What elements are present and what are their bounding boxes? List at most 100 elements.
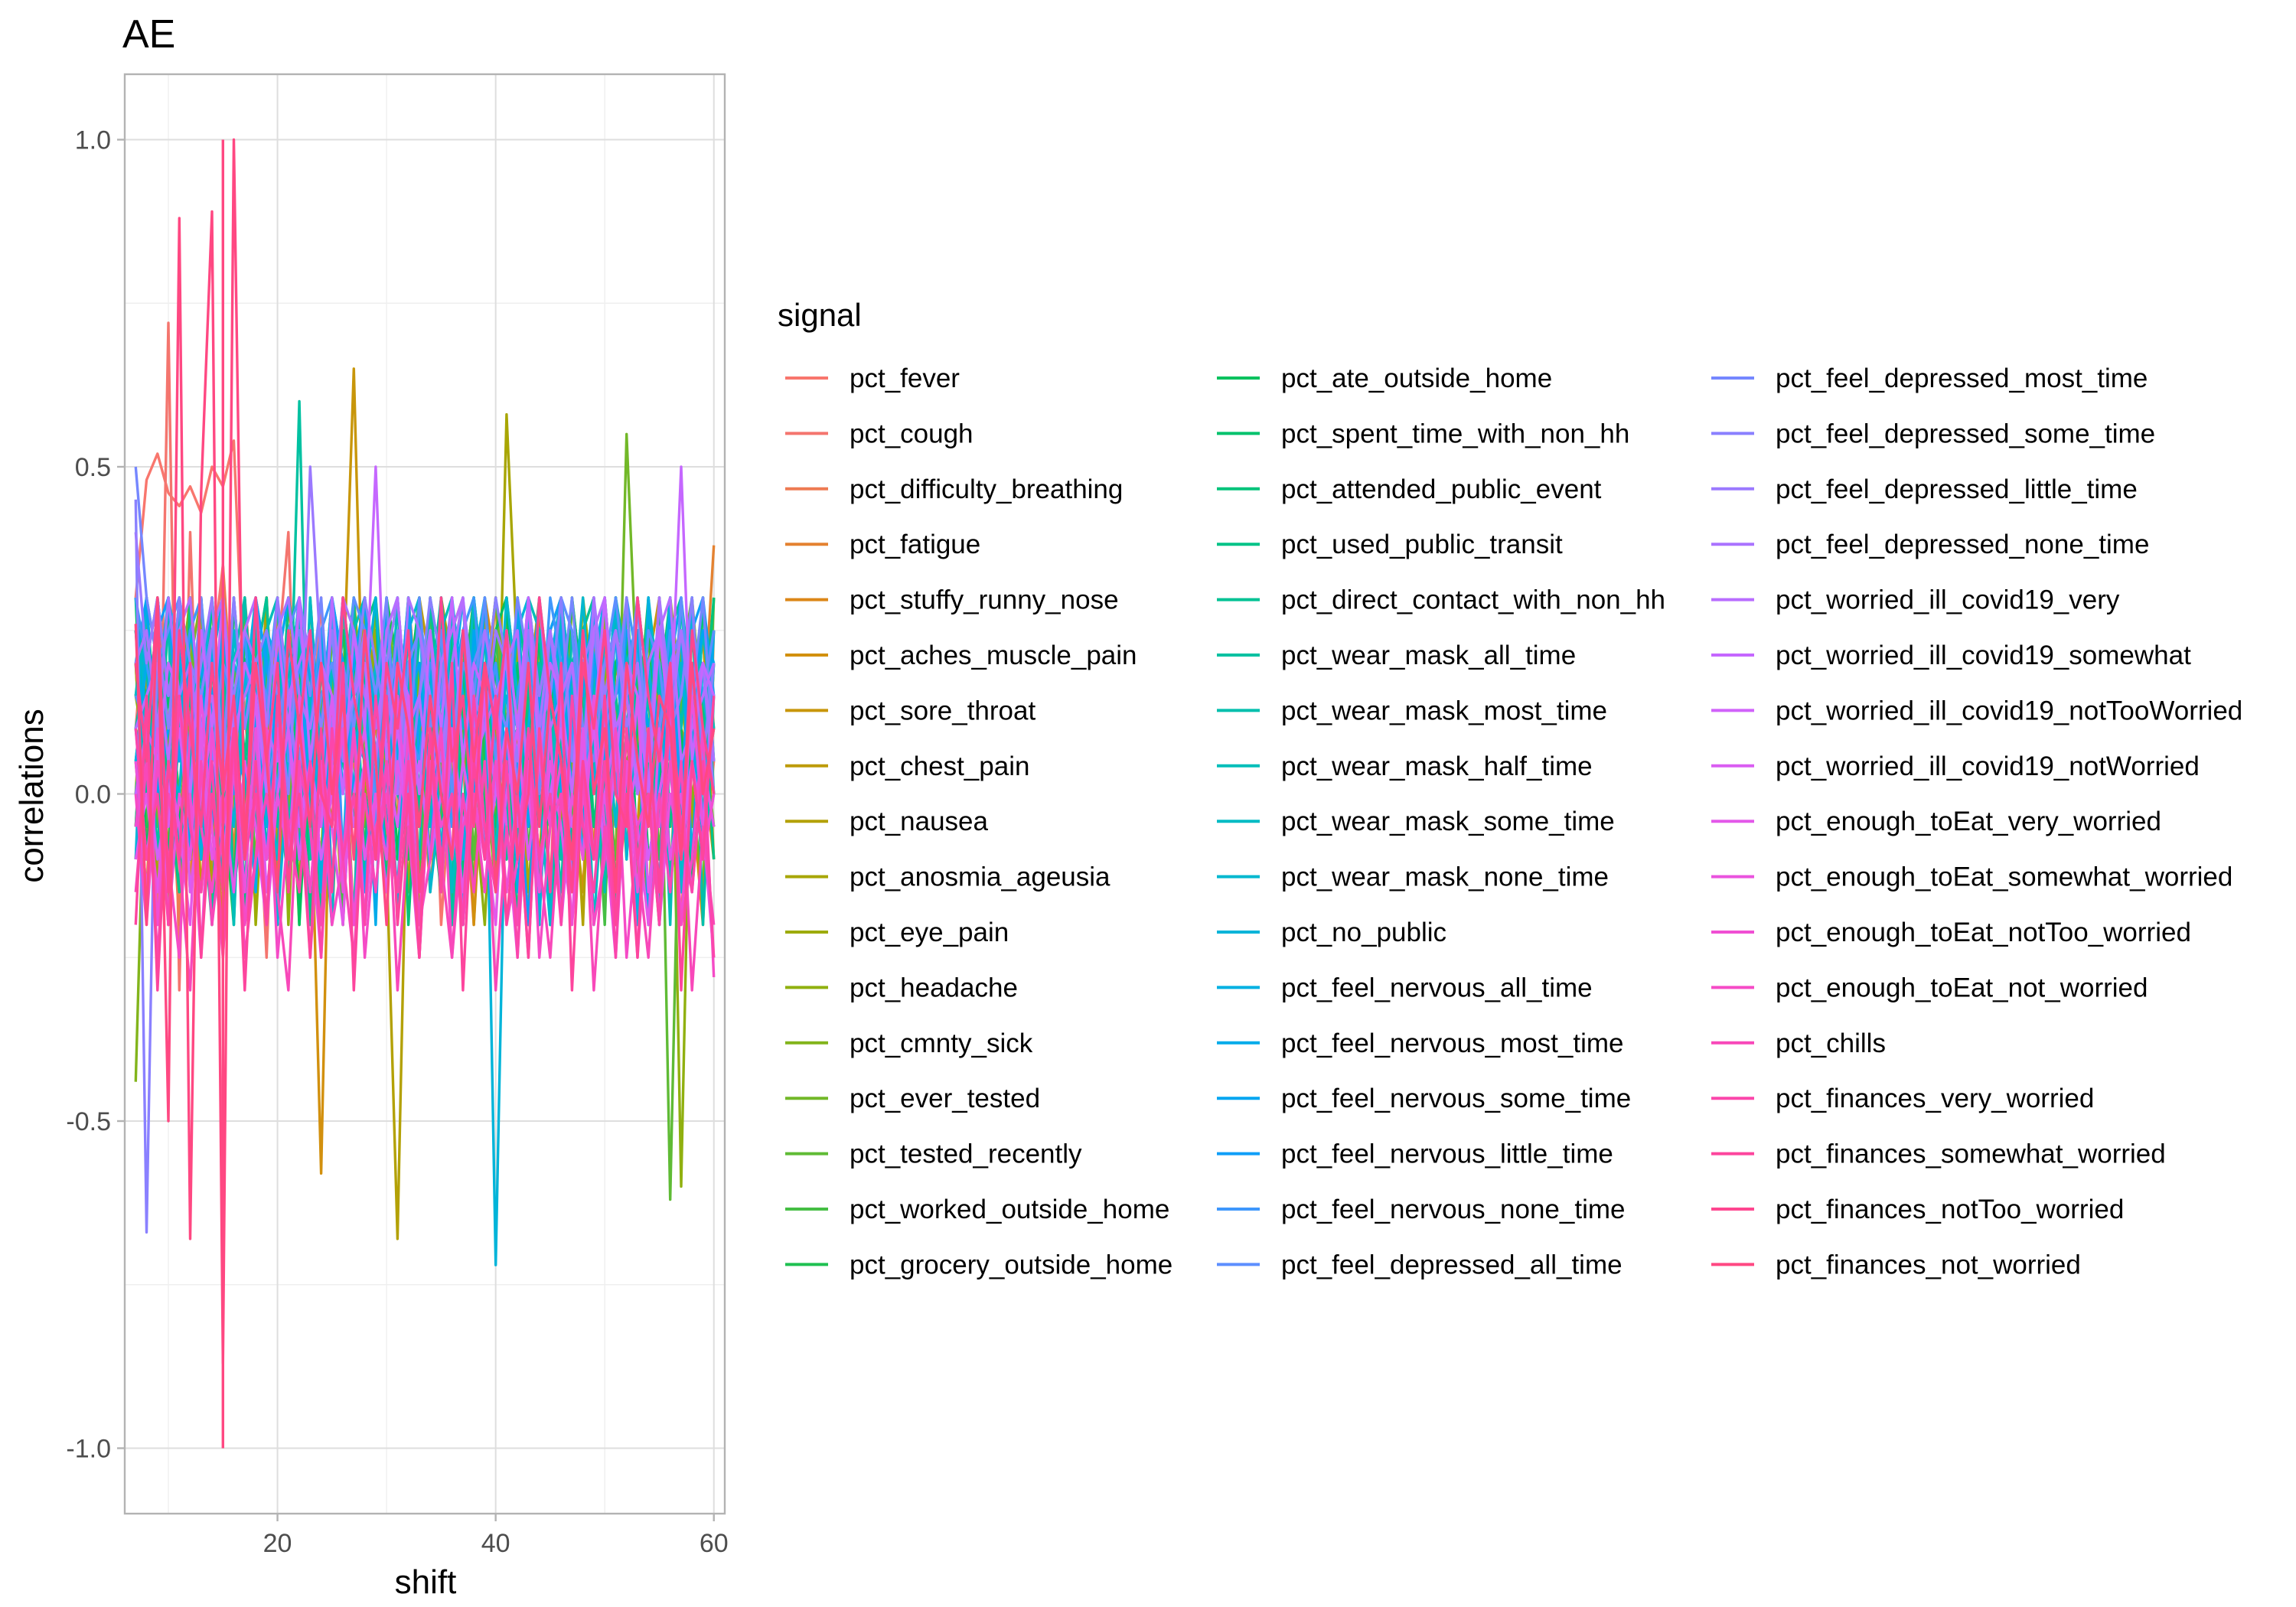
legend-item: pct_direct_contact_with_non_hh — [1217, 585, 1665, 615]
legend-label: pct_difficulty_breathing — [850, 474, 1123, 504]
legend-label: pct_no_public — [1281, 918, 1446, 947]
legend-item: pct_feel_depressed_none_time — [1711, 530, 2149, 559]
legend-item: pct_grocery_outside_home — [785, 1250, 1172, 1279]
legend-label: pct_wear_mask_all_time — [1281, 641, 1576, 670]
legend-item: pct_anosmia_ageusia — [785, 862, 1110, 892]
chart-title: AE — [122, 12, 175, 57]
legend-label: pct_used_public_transit — [1281, 530, 1563, 559]
legend-label: pct_worried_ill_covid19_notWorried — [1776, 751, 2200, 781]
legend-item: pct_eye_pain — [785, 918, 1009, 947]
legend-item: pct_spent_time_with_non_hh — [1217, 419, 1629, 448]
legend-label: pct_finances_not_worried — [1776, 1250, 2081, 1279]
legend-item: pct_fever — [785, 363, 960, 393]
legend-item: pct_wear_mask_some_time — [1217, 807, 1615, 836]
legend-label: pct_wear_mask_some_time — [1281, 807, 1615, 836]
legend-label: pct_finances_very_worried — [1776, 1084, 2094, 1113]
legend-item: pct_enough_toEat_notToo_worried — [1711, 918, 2191, 947]
series-line-pct_worried_ill_covid19_very — [134, 596, 716, 796]
legend-item: pct_worried_ill_covid19_notWorried — [1711, 751, 2200, 781]
legend-item: pct_stuffy_runny_nose — [785, 585, 1119, 615]
legend-item: pct_cough — [785, 419, 974, 448]
legend-item: pct_attended_public_event — [1217, 474, 1602, 504]
legend-label: pct_chest_pain — [850, 751, 1029, 781]
legend-label: pct_direct_contact_with_non_hh — [1281, 585, 1665, 615]
legend-item: pct_aches_muscle_pain — [785, 641, 1137, 670]
x-axis: 20 40 60 — [263, 1514, 729, 1558]
legend-label: pct_ever_tested — [850, 1084, 1040, 1113]
legend-item: pct_worried_ill_covid19_notTooWorried — [1711, 696, 2242, 725]
legend-item: pct_cmnty_sick — [785, 1028, 1033, 1058]
legend-label: pct_fever — [850, 363, 960, 393]
legend-label: pct_feel_depressed_most_time — [1776, 363, 2148, 393]
series-lines — [134, 138, 716, 1449]
legend-item: pct_finances_not_worried — [1711, 1250, 2081, 1279]
legend-label: pct_cmnty_sick — [850, 1028, 1033, 1058]
legend-label: pct_enough_toEat_very_worried — [1776, 807, 2161, 836]
legend-item: pct_finances_very_worried — [1711, 1084, 2094, 1113]
legend-label: pct_worried_ill_covid19_notTooWorried — [1776, 696, 2242, 725]
legend-label: pct_enough_toEat_somewhat_worried — [1776, 862, 2232, 892]
y-tick-label: 1.0 — [75, 126, 111, 155]
legend-label: pct_spent_time_with_non_hh — [1281, 419, 1629, 448]
legend-label: pct_enough_toEat_notToo_worried — [1776, 918, 2191, 947]
legend-label: pct_aches_muscle_pain — [850, 641, 1137, 670]
legend-label: pct_headache — [850, 973, 1018, 1002]
legend-item: pct_wear_mask_all_time — [1217, 641, 1576, 670]
y-axis: 1.0 0.5 0.0 -0.5 -1.0 — [66, 126, 125, 1464]
legend-label: pct_feel_depressed_some_time — [1776, 419, 2155, 448]
legend-item: pct_ever_tested — [785, 1084, 1040, 1113]
legend-label: pct_fatigue — [850, 530, 980, 559]
legend-label: pct_chills — [1776, 1028, 1886, 1058]
legend-label: pct_worked_outside_home — [850, 1195, 1169, 1224]
legend-label: pct_anosmia_ageusia — [850, 862, 1110, 892]
y-tick-label: 0.0 — [75, 781, 111, 810]
legend-item: pct_finances_somewhat_worried — [1711, 1139, 2166, 1169]
x-tick-label: 40 — [481, 1529, 510, 1558]
legend-item: pct_chills — [1711, 1028, 1886, 1058]
series-line-pct_finances_not_worried — [134, 138, 716, 1365]
legend-label: pct_worried_ill_covid19_very — [1776, 585, 2120, 615]
legend-item: pct_finances_notToo_worried — [1711, 1195, 2124, 1224]
legend-label: pct_cough — [850, 419, 974, 448]
x-axis-title: shift — [395, 1563, 457, 1601]
legend-label: pct_nausea — [850, 807, 989, 836]
legend-label: pct_wear_mask_most_time — [1281, 696, 1607, 725]
legend-label: pct_feel_depressed_all_time — [1281, 1250, 1623, 1279]
series-line-pct_finances_notToo_worried — [134, 596, 716, 894]
legend-item: pct_difficulty_breathing — [785, 474, 1123, 504]
legend-label: pct_enough_toEat_not_worried — [1776, 973, 2148, 1002]
legend-label: pct_feel_nervous_none_time — [1281, 1195, 1625, 1224]
legend: signal pct_fever pct_cough pct_difficulty_… — [778, 297, 2242, 1279]
legend-item: pct_chest_pain — [785, 751, 1029, 781]
legend-item: pct_feel_nervous_most_time — [1217, 1028, 1623, 1058]
legend-label: pct_finances_somewhat_worried — [1776, 1139, 2166, 1169]
legend-item: pct_feel_depressed_most_time — [1711, 363, 2148, 393]
legend-item: pct_feel_nervous_little_time — [1217, 1139, 1613, 1169]
legend-item: pct_enough_toEat_somewhat_worried — [1711, 862, 2232, 892]
y-tick-label: -1.0 — [66, 1435, 111, 1464]
legend-item: pct_ate_outside_home — [1217, 363, 1552, 393]
legend-label: pct_feel_nervous_some_time — [1281, 1084, 1631, 1113]
legend-item: pct_wear_mask_most_time — [1217, 696, 1607, 725]
legend-label: pct_worried_ill_covid19_somewhat — [1776, 641, 2191, 670]
legend-label: pct_stuffy_runny_nose — [850, 585, 1119, 615]
legend-item: pct_worried_ill_covid19_somewhat — [1711, 641, 2191, 670]
legend-label: pct_grocery_outside_home — [850, 1250, 1172, 1279]
legend-label: pct_feel_nervous_most_time — [1281, 1028, 1623, 1058]
legend-item: pct_wear_mask_half_time — [1217, 751, 1593, 781]
x-tick-label: 60 — [700, 1529, 729, 1558]
y-tick-label: 0.5 — [75, 453, 111, 482]
legend-title: signal — [778, 297, 862, 333]
legend-item: pct_wear_mask_none_time — [1217, 862, 1609, 892]
legend-label: pct_eye_pain — [850, 918, 1009, 947]
legend-label: pct_feel_nervous_little_time — [1281, 1139, 1613, 1169]
legend-label: pct_attended_public_event — [1281, 474, 1602, 504]
legend-item: pct_tested_recently — [785, 1139, 1082, 1169]
legend-item: pct_sore_throat — [785, 696, 1035, 725]
legend-label: pct_wear_mask_none_time — [1281, 862, 1609, 892]
legend-item: pct_used_public_transit — [1217, 530, 1563, 559]
legend-label: pct_feel_nervous_all_time — [1281, 973, 1593, 1002]
legend-label: pct_feel_depressed_none_time — [1776, 530, 2149, 559]
y-axis-title: correlations — [13, 709, 51, 882]
